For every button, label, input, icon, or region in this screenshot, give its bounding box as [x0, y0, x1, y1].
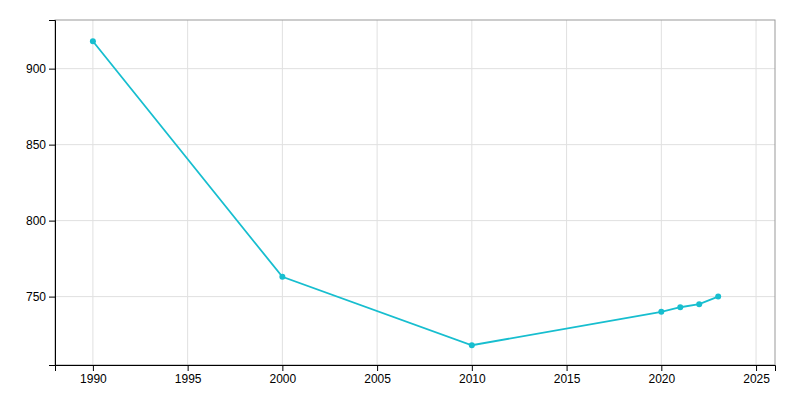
y-tick-label: 800 — [26, 214, 46, 228]
x-tick-mark — [377, 365, 378, 371]
x-grid-line — [92, 20, 93, 365]
x-tick: 2010 — [459, 365, 486, 386]
x-tick-mark — [472, 365, 473, 371]
x-tick-mark — [188, 365, 189, 371]
x-tick-mark — [661, 365, 662, 371]
x-grid-line — [471, 20, 472, 365]
y-tick-mark — [49, 145, 55, 146]
y-tick-mark — [49, 69, 55, 70]
data-point — [279, 274, 285, 280]
x-grid-line — [282, 20, 283, 365]
y-grid-line — [55, 220, 775, 221]
x-tick: 2005 — [364, 365, 391, 386]
x-tick: 1995 — [175, 365, 202, 386]
y-grid-line — [55, 68, 775, 69]
x-tick-mark — [282, 365, 283, 371]
x-grid-line — [756, 20, 757, 365]
x-tick-label: 1990 — [80, 372, 107, 386]
x-tick: 2000 — [270, 365, 297, 386]
y-tick: 750 — [26, 290, 55, 304]
marks — [90, 38, 721, 348]
x-grid-line — [377, 20, 378, 365]
x-tick-label: 2005 — [364, 372, 391, 386]
y-tick: 850 — [26, 138, 55, 152]
data-point — [715, 294, 721, 300]
chart-svg: 1990 1995 2000 2005 2010 2015 2020 2025 750 800 85… — [0, 0, 800, 400]
data-point — [677, 304, 683, 310]
y-tick-mark — [49, 221, 55, 222]
x-tick-label: 2000 — [270, 372, 297, 386]
chart-container: 1990 1995 2000 2005 2010 2015 2020 2025 750 800 85… — [0, 0, 800, 400]
y-tick-label: 850 — [26, 138, 46, 152]
y-tick: 900 — [26, 62, 55, 76]
y-tick-label: 750 — [26, 290, 46, 304]
x-tick-mark — [756, 365, 757, 371]
data-point — [658, 309, 664, 315]
x-axis: 1990 1995 2000 2005 2010 2015 2020 2025 — [56, 365, 776, 386]
plot-area: 1990 1995 2000 2005 2010 2015 2020 2025 750 800 85… — [26, 20, 776, 386]
y-tick: 800 — [26, 214, 55, 228]
data-point — [696, 301, 702, 307]
data-point — [90, 38, 96, 44]
x-tick-label: 2015 — [554, 372, 581, 386]
x-tick-mark — [93, 365, 94, 371]
x-tick: 2020 — [648, 365, 675, 386]
x-tick-label: 2020 — [648, 372, 675, 386]
x-tick: 1990 — [80, 365, 107, 386]
x-tick-label: 2010 — [459, 372, 486, 386]
x-tick: 2025 — [743, 365, 770, 386]
plot-frame — [55, 20, 775, 365]
x-tick: 2015 — [554, 365, 581, 386]
x-tick-label: 2025 — [743, 372, 770, 386]
x-axis-line — [56, 366, 776, 372]
y-axis: 750 800 850 900 — [26, 21, 56, 366]
x-tick-mark — [567, 365, 568, 371]
x-grid-line — [566, 20, 567, 365]
y-grid-line — [55, 144, 775, 145]
y-grid-line — [55, 296, 775, 297]
y-tick-mark — [49, 297, 55, 298]
data-point — [469, 342, 475, 348]
x-tick-label: 1995 — [175, 372, 202, 386]
y-tick-label: 900 — [26, 62, 46, 76]
grid — [55, 20, 775, 365]
y-axis-line — [49, 21, 56, 366]
x-grid-line — [187, 20, 188, 365]
data-line — [93, 41, 718, 345]
